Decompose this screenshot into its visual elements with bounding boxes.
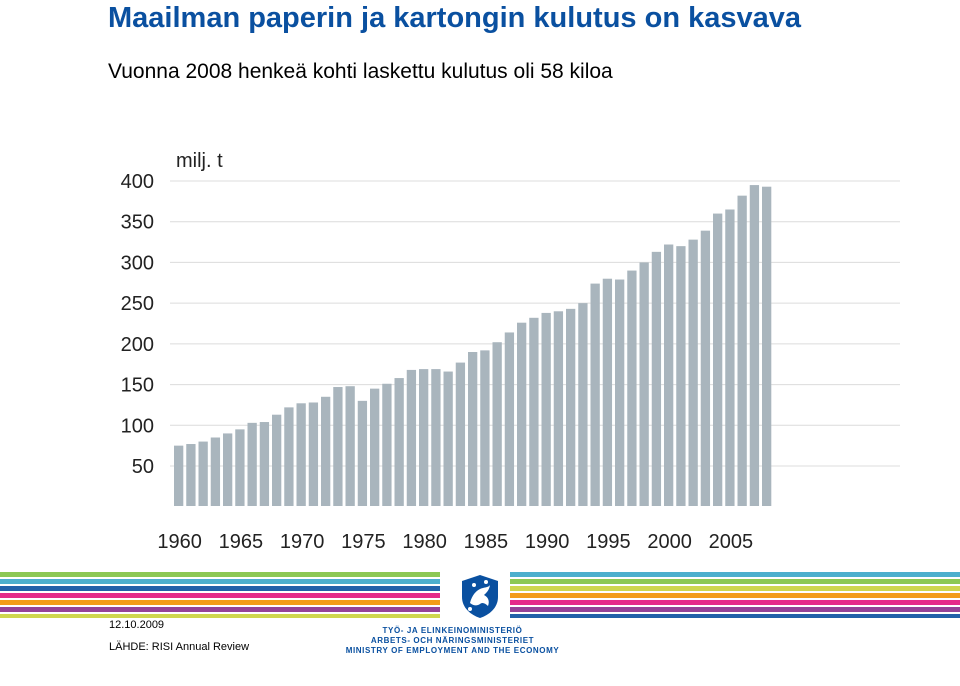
bar-1972 xyxy=(321,396,331,506)
bar-1962 xyxy=(198,441,208,506)
footer-stripe xyxy=(510,579,960,584)
bar-1960 xyxy=(174,445,184,506)
x-tick-label: 1960 xyxy=(157,531,202,553)
bar-1982 xyxy=(443,371,453,506)
y-unit-label: milj. t xyxy=(176,150,223,172)
bar-1980 xyxy=(419,369,429,506)
bar-1965 xyxy=(235,429,245,506)
y-tick-label: 400 xyxy=(121,171,154,193)
y-tick-label: 100 xyxy=(121,415,154,437)
y-tick-label: 150 xyxy=(121,375,154,397)
bar-1973 xyxy=(333,387,343,506)
bar-1969 xyxy=(284,407,294,506)
bar-2008 xyxy=(762,186,772,506)
footer-stripe xyxy=(510,600,960,605)
x-tick-label: 1990 xyxy=(525,531,570,553)
footer-date: 12.10.2009 xyxy=(109,619,165,631)
bar-1964 xyxy=(223,433,233,506)
bar-1999 xyxy=(651,251,662,506)
consumption-bar-chart: 50 100 150 200 250 300 350 400 1960 1965 1970 1975… xyxy=(121,150,900,553)
bar-2004 xyxy=(713,213,723,507)
bar-1983 xyxy=(455,362,466,506)
x-tick-label: 1975 xyxy=(341,531,386,553)
bar-1987 xyxy=(504,332,515,506)
bar-1970 xyxy=(296,403,306,506)
bar-1975 xyxy=(357,400,368,506)
footer-stripe xyxy=(0,572,440,577)
bar-1986 xyxy=(492,342,502,506)
bar-2007 xyxy=(749,185,760,507)
y-tick-label: 350 xyxy=(121,212,154,234)
bar-1971 xyxy=(308,402,319,506)
bar-1984 xyxy=(468,352,478,506)
footer-stripes xyxy=(0,572,960,618)
footer-stripe xyxy=(510,593,960,598)
x-tick-label: 2005 xyxy=(709,531,754,553)
bar-1981 xyxy=(431,369,441,506)
bar-1988 xyxy=(517,322,527,506)
bar-1977 xyxy=(382,383,392,506)
bar-2000 xyxy=(664,244,674,506)
y-tick-label: 250 xyxy=(121,293,154,315)
bar-1995 xyxy=(602,278,613,506)
x-tick-label: 1965 xyxy=(219,531,264,553)
bar-1963 xyxy=(210,437,221,506)
footer-stripe xyxy=(510,586,960,591)
y-tick-label: 50 xyxy=(132,456,154,478)
bar-2001 xyxy=(676,246,686,506)
x-tick-label: 1995 xyxy=(586,531,631,553)
bar-2005 xyxy=(725,209,735,506)
footer-stripe xyxy=(0,607,440,612)
bar-1967 xyxy=(259,422,270,506)
bar-1991 xyxy=(553,311,564,506)
bar-1976 xyxy=(370,388,380,506)
footer-stripe xyxy=(0,593,440,598)
footer-source: LÄHDE: RISI Annual Review xyxy=(109,641,250,653)
bar-2003 xyxy=(700,230,711,506)
lion-crest-logo xyxy=(462,575,498,618)
footer-stripe xyxy=(510,572,960,577)
x-tick-label: 2000 xyxy=(647,531,692,553)
bar-1997 xyxy=(627,270,637,506)
bar-2002 xyxy=(688,239,698,506)
footer-stripe xyxy=(0,579,440,584)
bar-1974 xyxy=(345,386,355,506)
bar-1998 xyxy=(639,262,649,506)
bar-1968 xyxy=(272,414,282,506)
footer: 12.10.2009 LÄHDE: RISI Annual Review TYÖ… xyxy=(0,570,960,686)
bar-1961 xyxy=(186,444,196,506)
x-tick-label: 1970 xyxy=(280,531,325,553)
page-title: Maailman paperin ja kartongin kulutus on… xyxy=(108,2,801,34)
bar-1992 xyxy=(566,308,576,506)
footer-stripe xyxy=(0,586,440,591)
footer-stripe xyxy=(510,614,960,618)
bar-1978 xyxy=(394,378,404,506)
y-tick-label: 200 xyxy=(121,334,154,356)
bar-1993 xyxy=(578,303,588,506)
bar-1996 xyxy=(615,279,625,506)
x-tick-label: 1980 xyxy=(402,531,447,553)
footer-stripe xyxy=(510,607,960,612)
ministry-name: TYÖ- JA ELINKEINOMINISTERIÖ ARBETS- OCH … xyxy=(0,626,960,656)
y-tick-label: 300 xyxy=(121,252,154,274)
bar-1985 xyxy=(480,350,490,506)
bar-1966 xyxy=(247,422,257,506)
ministry-name-sv: ARBETS- OCH NÄRINGSMINISTERIET xyxy=(370,636,535,645)
footer-stripe xyxy=(0,614,440,618)
bar-1994 xyxy=(590,283,600,506)
footer-stripe xyxy=(0,600,440,605)
ministry-name-fi: TYÖ- JA ELINKEINOMINISTERIÖ xyxy=(382,626,523,635)
bar-1979 xyxy=(406,369,417,506)
bar-1990 xyxy=(541,312,551,506)
page-subtitle: Vuonna 2008 henkeä kohti laskettu kulutu… xyxy=(108,60,613,83)
ministry-name-en: MINISTRY OF EMPLOYMENT AND THE ECONOMY xyxy=(345,646,560,655)
x-tick-label: 1985 xyxy=(464,531,509,553)
bar-1989 xyxy=(529,317,539,506)
bar-2006 xyxy=(737,195,747,506)
